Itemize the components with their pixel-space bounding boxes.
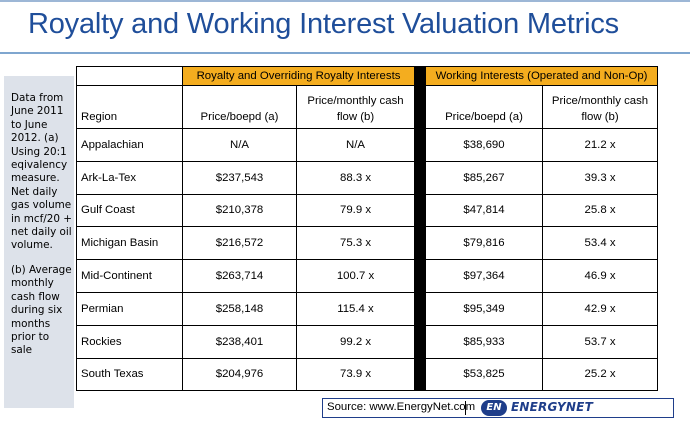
source-link[interactable]: Source: www.EnergyNet.com: [327, 401, 476, 413]
royalty-price-cash-flow-cell: 79.9 x: [295, 193, 416, 228]
working-price-cash-flow-cell: 25.8 x: [542, 193, 659, 228]
table-row: Rockies $238,401 99.2 x $85,933 53.7 x: [76, 324, 659, 359]
region-cell: Appalachian: [76, 128, 183, 162]
top-rule: [0, 0, 690, 2]
region-cell: South Texas: [76, 357, 183, 392]
working-price-boepd-header: Price/boepd (a): [425, 85, 544, 129]
table-row: Permian $258,148 115.4 x $95,349 42.9 x: [76, 291, 659, 326]
region-cell: Gulf Coast: [76, 193, 183, 228]
royalty-price-cash-flow-cell: 73.9 x: [295, 357, 416, 392]
table-row: South Texas $204,976 73.9 x $53,825 25.2 x: [76, 357, 659, 392]
title-rule: [0, 52, 690, 54]
working-price-boepd-cell: $85,267: [425, 160, 544, 195]
region-cell: Permian: [76, 291, 183, 326]
region-cell: Michigan Basin: [76, 226, 183, 261]
working-price-cash-flow-cell: 39.3 x: [542, 160, 659, 195]
working-price-boepd-cell: $47,814: [425, 193, 544, 228]
table-row: Mid-Continent $263,714 100.7 x $97,364 46.9 …: [76, 259, 659, 293]
royalty-price-boepd-cell: $238,401: [182, 324, 297, 359]
royalty-group-header: Royalty and Overriding Royalty Interests: [181, 66, 416, 86]
group-header-row: Royalty and Overriding Royalty Interests…: [76, 65, 659, 392]
working-price-boepd-cell: $79,816: [425, 226, 544, 261]
region-column-header: Region: [76, 85, 183, 129]
table-row: Michigan Basin $216,572 75.3 x $79,816 53.4 …: [76, 226, 659, 261]
working-price-cash-flow-cell: 46.9 x: [542, 259, 659, 293]
table-row: Gulf Coast $210,378 79.9 x $47,814 25.8 x: [76, 193, 659, 228]
royalty-price-boepd-header: Price/boepd (a): [182, 85, 297, 129]
side-note-paragraph-1: Data from June 2011 to June 2012. (a) Us…: [11, 92, 72, 252]
royalty-price-cash-flow-cell: 99.2 x: [295, 324, 416, 359]
blank-cell: [76, 66, 183, 86]
working-price-cash-flow-cell: 25.2 x: [542, 357, 659, 392]
working-price-boepd-cell: $85,933: [425, 324, 544, 359]
royalty-price-boepd-cell: $204,976: [182, 357, 297, 392]
valuation-table: Royalty and Overriding Royalty Interests…: [76, 65, 659, 392]
working-price-boepd-cell: $97,364: [425, 259, 544, 293]
royalty-price-boepd-cell: $216,572: [182, 226, 297, 261]
table-row: Appalachian N/A N/A $38,690 21.2 x: [76, 128, 659, 162]
working-price-cash-flow-cell: 53.7 x: [542, 324, 659, 359]
working-price-cash-flow-cell: 21.2 x: [542, 128, 659, 162]
region-cell: Mid-Continent: [76, 259, 183, 293]
royalty-price-boepd-cell: $258,148: [182, 291, 297, 326]
royalty-price-boepd-cell: $210,378: [182, 193, 297, 228]
table-row: Ark-La-Tex $237,543 88.3 x $85,267 39.3 x: [76, 160, 659, 195]
energynet-logo-icon: EN: [481, 400, 507, 416]
text-cursor: [465, 401, 466, 415]
working-price-cash-flow-header: Price/monthly cash flow (b): [542, 85, 659, 129]
working-price-cash-flow-cell: 53.4 x: [542, 226, 659, 261]
royalty-price-boepd-cell: $263,714: [182, 259, 297, 293]
royalty-price-cash-flow-cell: 75.3 x: [295, 226, 416, 261]
working-price-cash-flow-cell: 42.9 x: [542, 291, 659, 326]
royalty-price-cash-flow-cell: 100.7 x: [295, 259, 416, 293]
region-cell: Rockies: [76, 324, 183, 359]
working-price-boepd-cell: $53,825: [425, 357, 544, 392]
royalty-price-cash-flow-cell: N/A: [295, 128, 416, 162]
column-divider: [414, 65, 427, 392]
working-price-boepd-cell: $38,690: [425, 128, 544, 162]
royalty-price-boepd-cell: $237,543: [182, 160, 297, 195]
working-group-header: Working Interests (Operated and Non-Op): [425, 66, 659, 86]
royalty-price-boepd-cell: N/A: [182, 128, 297, 162]
energynet-logo-wordmark: ENERGYNET: [511, 400, 593, 414]
region-cell: Ark-La-Tex: [76, 160, 183, 195]
page-title: Royalty and Working Interest Valuation M…: [28, 8, 619, 40]
column-header-row: Region Price/boepd (a) Price/monthly cas…: [76, 85, 659, 129]
side-note: Data from June 2011 to June 2012. (a) Us…: [4, 76, 74, 408]
side-note-paragraph-2: (b) Average monthly cash flow during six…: [11, 263, 72, 357]
working-price-boepd-cell: $95,349: [425, 291, 544, 326]
royalty-price-cash-flow-cell: 88.3 x: [295, 160, 416, 195]
source-bar: Source: www.EnergyNet.com EN ENERGYNET: [322, 398, 674, 418]
royalty-price-cash-flow-header: Price/monthly cash flow (b): [295, 85, 416, 129]
royalty-price-cash-flow-cell: 115.4 x: [295, 291, 416, 326]
